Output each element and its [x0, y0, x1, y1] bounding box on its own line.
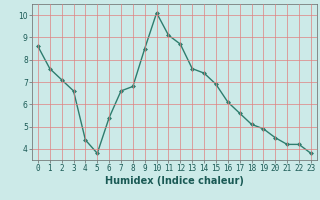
X-axis label: Humidex (Indice chaleur): Humidex (Indice chaleur) — [105, 176, 244, 186]
